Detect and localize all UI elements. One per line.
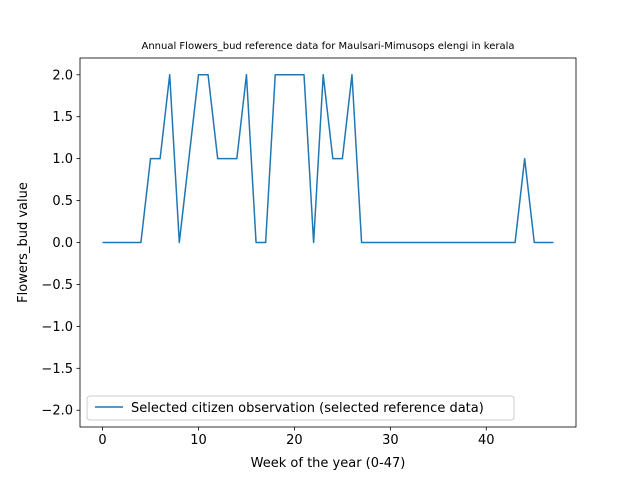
legend: Selected citizen observation (selected r… [86,395,515,421]
legend-box [86,395,515,421]
plot-area: 0 10 20 30 40 −2.0 −1.5 −1.0 −0.5 0.0 0.5 1.0 1.5 2.0 [41,57,577,448]
y-tick-label: −0.5 [41,278,73,293]
y-tick-label: −1.0 [41,320,73,335]
y-axis-title: Flowers_bud value [16,182,31,303]
x-tick-label: 20 [286,433,303,448]
y-tick-label: −1.5 [41,362,73,377]
x-tick-label: 30 [382,433,399,448]
x-tick-label: 0 [98,433,106,448]
y-tick-label: 1.0 [52,152,73,167]
legend-label: Selected citizen observation (selected r… [131,401,484,416]
y-tick-label: 0.5 [52,194,73,209]
y-tick-label: 0.0 [52,236,73,251]
y-tick-label: 2.0 [52,68,73,83]
chart-title: Annual Flowers_bud reference data for Ma… [141,41,514,52]
series-line-0 [102,74,554,244]
y-tick-label: −2.0 [41,404,73,419]
x-tick-label: 40 [478,433,495,448]
x-axis-title: Week of the year (0-47) [251,456,406,471]
x-tick-label: 10 [190,433,207,448]
y-tick-label: 1.5 [52,110,73,125]
